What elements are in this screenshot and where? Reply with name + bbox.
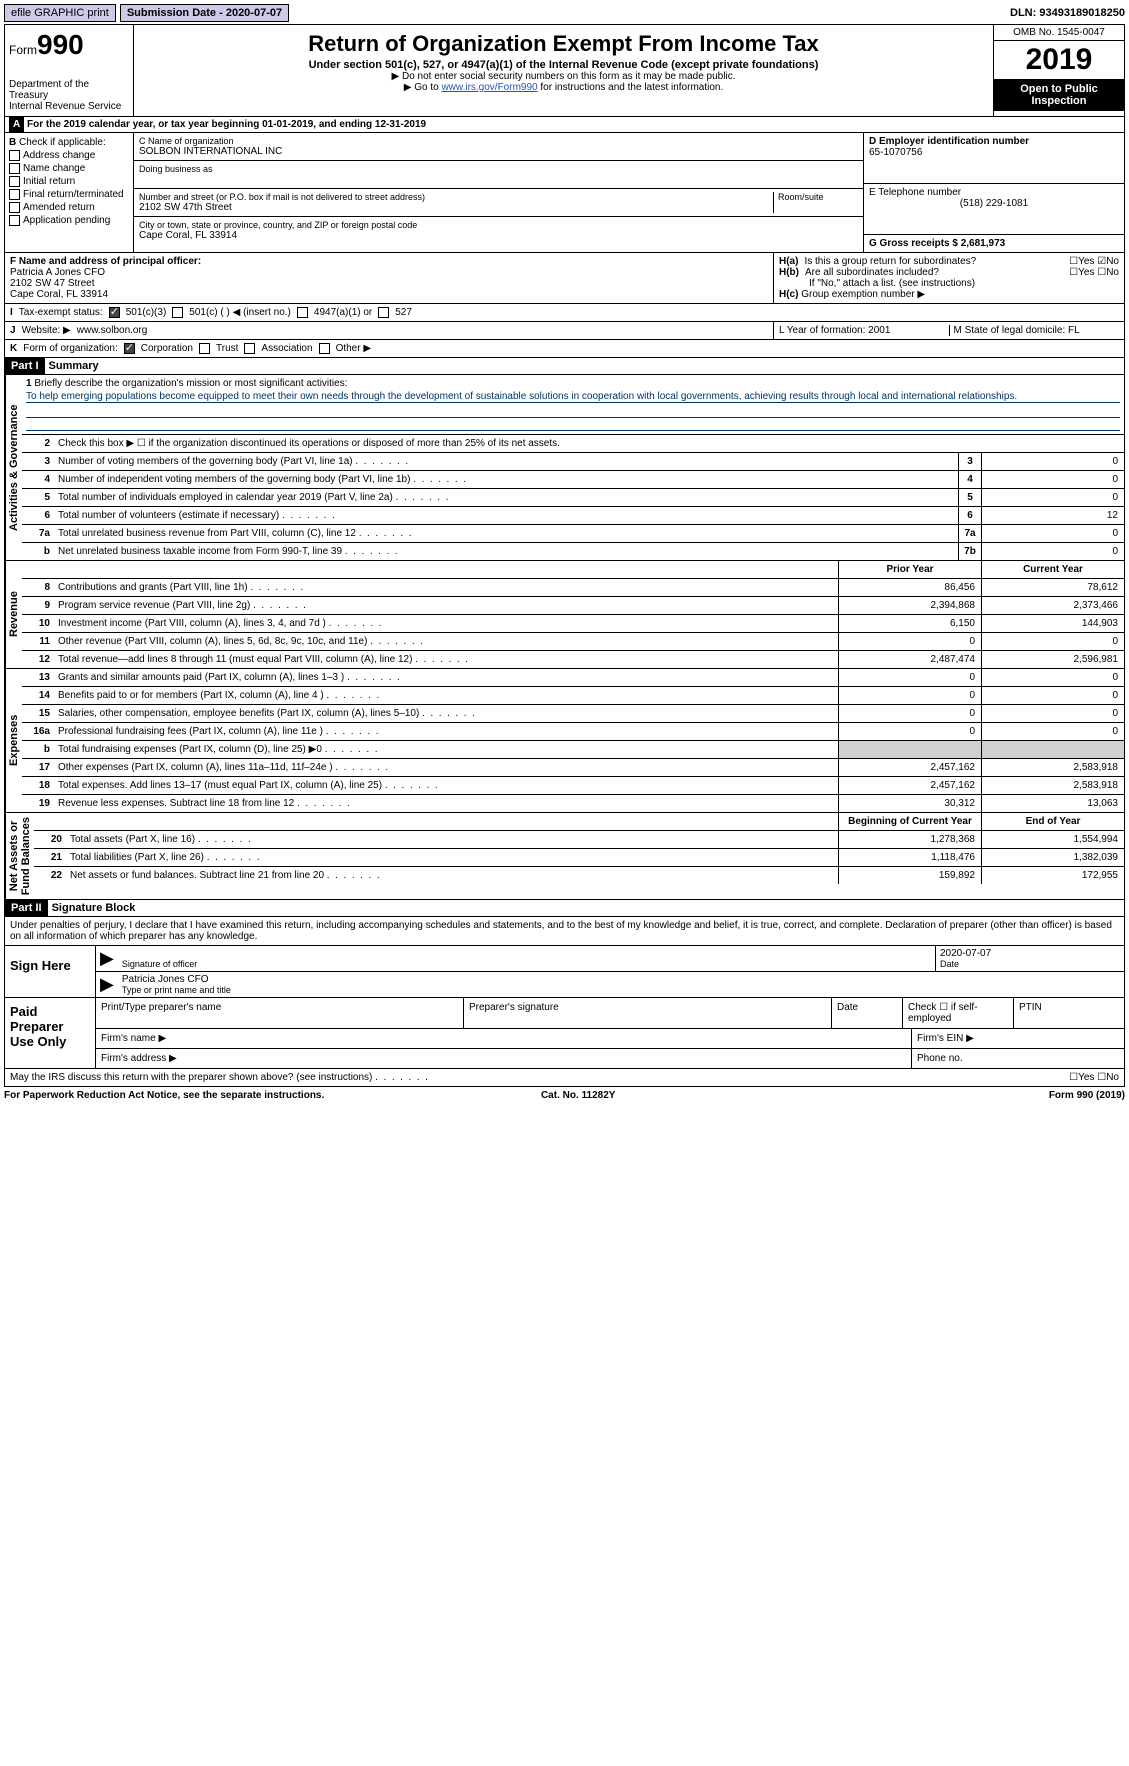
net-assets-section: Net Assets or Fund Balances Beginning of… xyxy=(4,813,1125,900)
instructions-link[interactable]: www.irs.gov/Form990 xyxy=(441,82,537,93)
officer-sig-name: Patricia Jones CFO xyxy=(122,974,1120,985)
open-to-public: Open to Public Inspection xyxy=(994,79,1124,111)
omb-number: OMB No. 1545-0047 xyxy=(994,25,1124,41)
checkbox-initial-return[interactable] xyxy=(9,176,20,187)
section-b: B Check if applicable: Address changeNam… xyxy=(5,133,134,252)
form-subtitle: Under section 501(c), 527, or 4947(a)(1)… xyxy=(138,59,989,71)
501c3-checkbox[interactable] xyxy=(109,307,120,318)
assoc-checkbox[interactable] xyxy=(244,343,255,354)
officer-name: Patricia A Jones CFO xyxy=(10,267,105,278)
section-a: B Check if applicable: Address changeNam… xyxy=(4,133,1125,253)
checkbox-name-change[interactable] xyxy=(9,163,20,174)
line-20: Total assets (Part X, line 16) xyxy=(66,831,838,848)
sign-arrow-icon: ▶ xyxy=(96,972,118,997)
corp-checkbox[interactable] xyxy=(124,343,135,354)
checkbox-address-change[interactable] xyxy=(9,150,20,161)
ein: 65-1070756 xyxy=(869,147,922,158)
activities-governance: Activities & Governance 1 Briefly descri… xyxy=(4,375,1125,561)
period-row: A For the 2019 calendar year, or tax yea… xyxy=(4,117,1125,133)
checkbox-amended-return[interactable] xyxy=(9,202,20,213)
mission-text: To help emerging populations become equi… xyxy=(26,391,1120,403)
527-checkbox[interactable] xyxy=(378,307,389,318)
penalty-statement: Under penalties of perjury, I declare th… xyxy=(5,917,1124,946)
form-number: Form990 xyxy=(9,29,129,61)
gross-receipts: G Gross receipts $ 2,681,973 xyxy=(869,238,1005,249)
expenses-section: Expenses 13Grants and similar amounts pa… xyxy=(4,669,1125,813)
line-12: Total revenue—add lines 8 through 11 (mu… xyxy=(54,651,838,668)
line-10: Investment income (Part VIII, column (A)… xyxy=(54,615,838,632)
org-name: SOLBON INTERNATIONAL INC xyxy=(139,146,858,157)
other-checkbox[interactable] xyxy=(319,343,330,354)
org-city: Cape Coral, FL 33914 xyxy=(139,230,858,241)
line-15: Salaries, other compensation, employee b… xyxy=(54,705,838,722)
revenue-section: Revenue Prior YearCurrent Year 8Contribu… xyxy=(4,561,1125,669)
discuss-row: May the IRS discuss this return with the… xyxy=(4,1069,1125,1087)
form-header: Form990 Department of the Treasury Inter… xyxy=(4,24,1125,117)
line-9: Program service revenue (Part VIII, line… xyxy=(54,597,838,614)
line-18: Total expenses. Add lines 13–17 (must eq… xyxy=(54,777,838,794)
line-17: Other expenses (Part IX, column (A), lin… xyxy=(54,759,838,776)
signature-block: Under penalties of perjury, I declare th… xyxy=(4,917,1125,998)
org-street: 2102 SW 47th Street xyxy=(139,202,773,213)
section-k: KForm of organization: Corporation Trust… xyxy=(4,340,1125,358)
section-d-e-g: D Employer identification number65-10707… xyxy=(863,133,1124,252)
501c-checkbox[interactable] xyxy=(172,307,183,318)
line-13: Grants and similar amounts paid (Part IX… xyxy=(54,669,838,686)
irs-label: Internal Revenue Service xyxy=(9,101,129,112)
line-22: Net assets or fund balances. Subtract li… xyxy=(66,867,838,884)
4947-checkbox[interactable] xyxy=(297,307,308,318)
line-8: Contributions and grants (Part VIII, lin… xyxy=(54,579,838,596)
part1-header: Part ISummary xyxy=(4,358,1125,375)
line-b: Total fundraising expenses (Part IX, col… xyxy=(54,741,838,758)
checkbox-final-return-terminated[interactable] xyxy=(9,189,20,200)
section-c: C Name of organizationSOLBON INTERNATION… xyxy=(134,133,863,252)
line-21: Total liabilities (Part X, line 26) xyxy=(66,849,838,866)
line-16a: Professional fundraising fees (Part IX, … xyxy=(54,723,838,740)
line-19: Revenue less expenses. Subtract line 18 … xyxy=(54,795,838,812)
line-14: Benefits paid to or for members (Part IX… xyxy=(54,687,838,704)
line-11: Other revenue (Part VIII, column (A), li… xyxy=(54,633,838,650)
section-i: ITax-exempt status: 501(c)(3) 501(c) ( )… xyxy=(4,304,1125,322)
dln: DLN: 93493189018250 xyxy=(1010,7,1125,19)
dept-treasury: Department of the Treasury xyxy=(9,79,129,101)
paid-preparer: Paid Preparer Use Only Print/Type prepar… xyxy=(4,998,1125,1069)
part2-header: Part IISignature Block xyxy=(4,900,1125,917)
section-f-h: F Name and address of principal officer:… xyxy=(4,253,1125,304)
phone: (518) 229-1081 xyxy=(869,198,1119,209)
ssn-note: ▶ Do not enter social security numbers o… xyxy=(138,71,989,82)
efile-graphic-button[interactable]: efile GRAPHIC print xyxy=(4,4,116,22)
sign-here-label: Sign Here xyxy=(5,946,96,997)
trust-checkbox[interactable] xyxy=(199,343,210,354)
sign-arrow-icon: ▶ xyxy=(96,946,118,971)
top-bar: efile GRAPHIC print Submission Date - 20… xyxy=(4,4,1125,22)
section-a-marker: A xyxy=(9,117,24,132)
checkbox-application-pending[interactable] xyxy=(9,215,20,226)
submission-date: Submission Date - 2020-07-07 xyxy=(120,4,289,22)
tax-year: 2019 xyxy=(994,41,1124,79)
section-j-l-m: JWebsite: ▶www.solbon.org L Year of form… xyxy=(4,322,1125,340)
form-title: Return of Organization Exempt From Incom… xyxy=(138,31,989,57)
instructions-link-line: ▶ Go to www.irs.gov/Form990 for instruct… xyxy=(138,82,989,93)
website: www.solbon.org xyxy=(77,325,148,336)
page-footer: For Paperwork Reduction Act Notice, see … xyxy=(4,1087,1125,1104)
